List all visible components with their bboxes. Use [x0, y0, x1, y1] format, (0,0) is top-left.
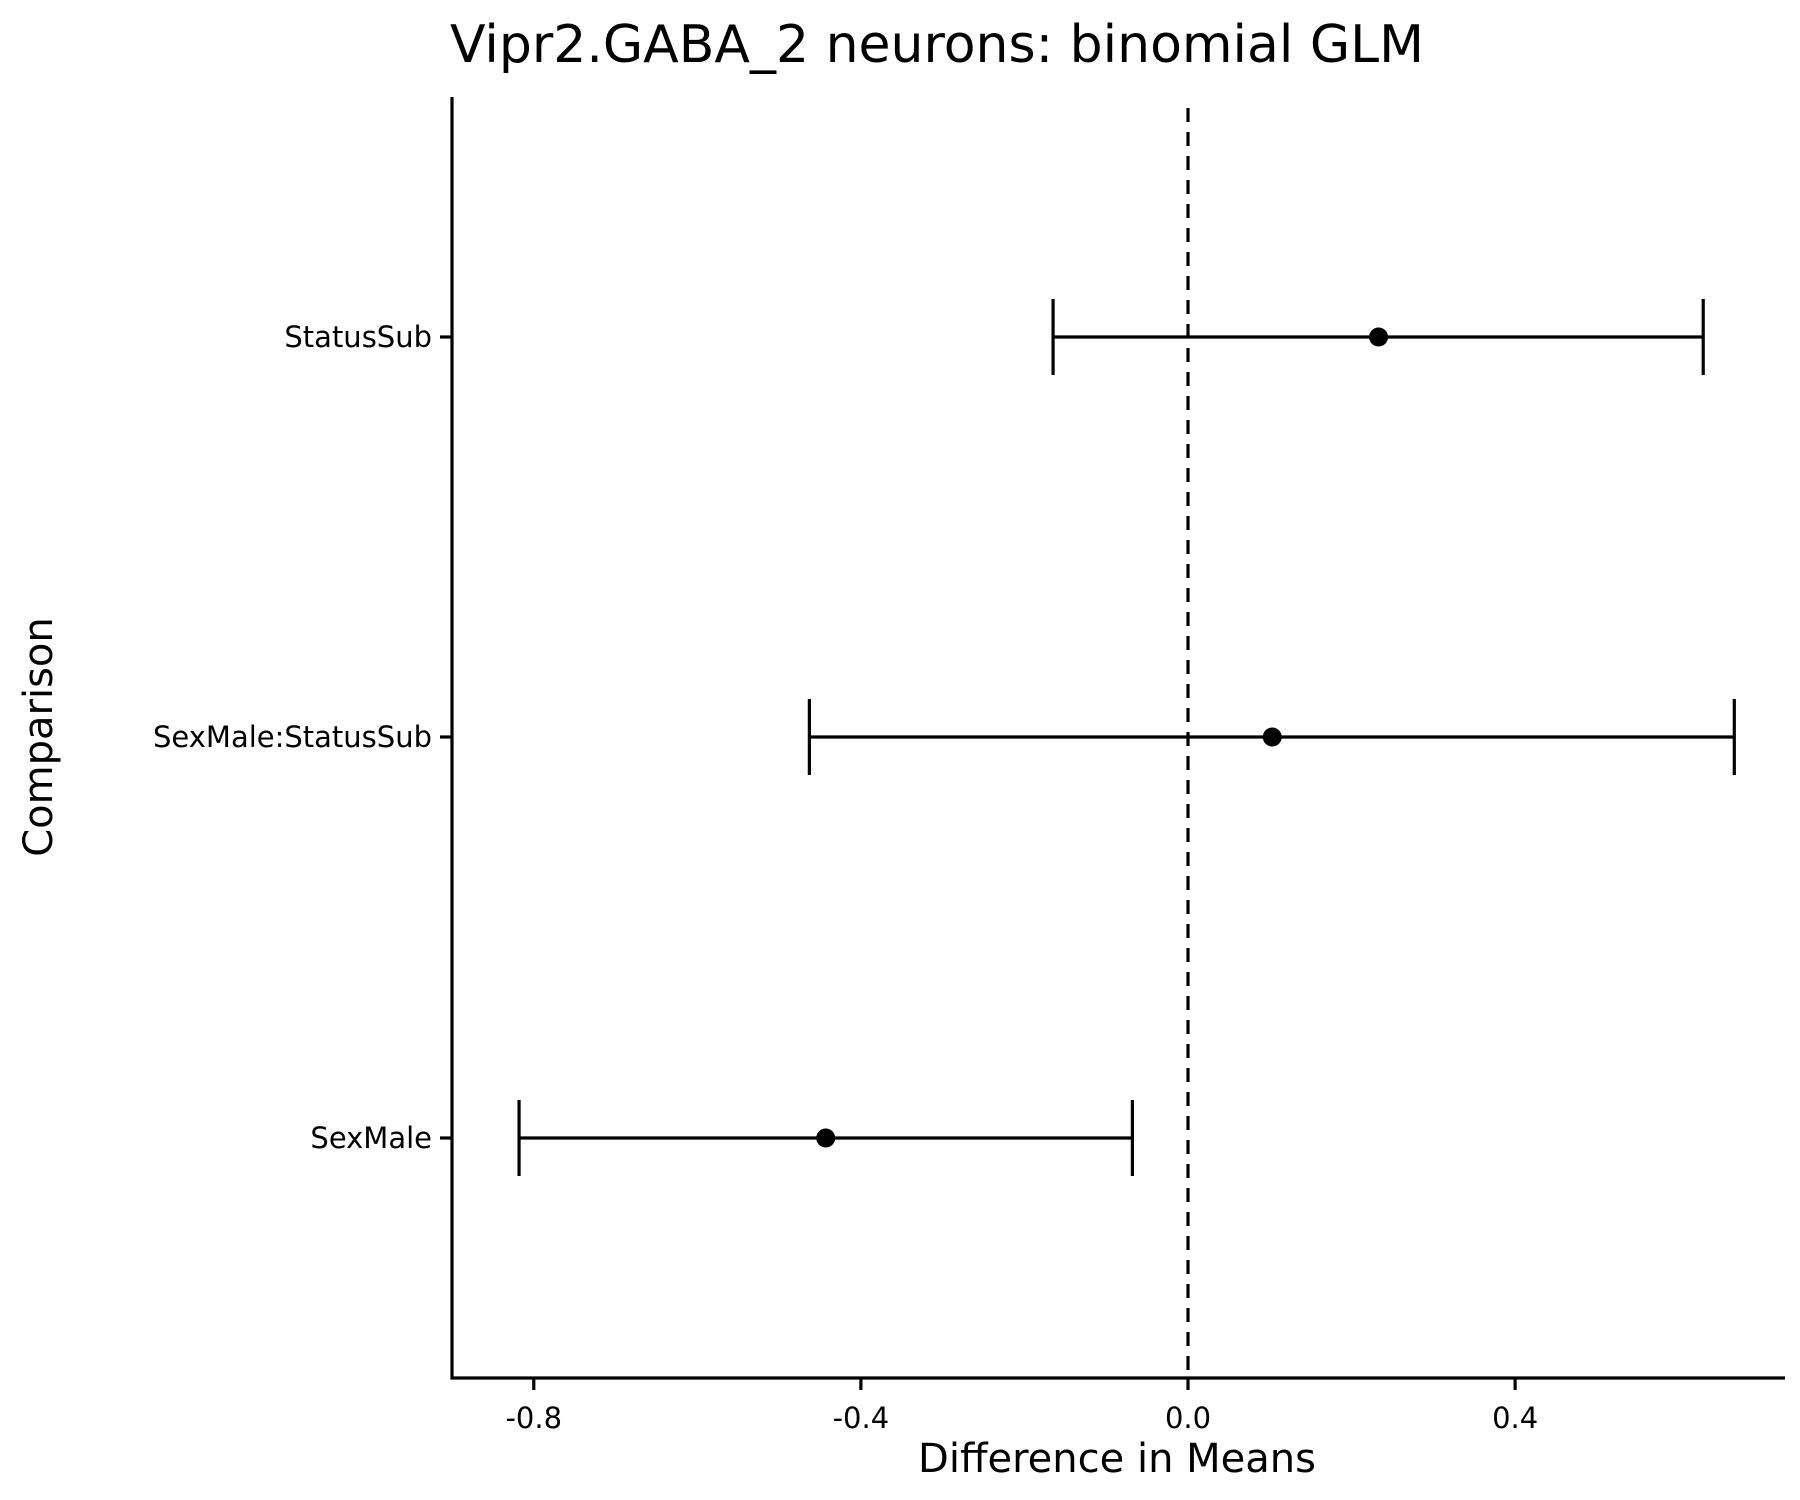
x-tick-label: 0.4: [1492, 1401, 1538, 1435]
x-tick-label: -0.4: [833, 1401, 890, 1435]
y-tick-label: SexMale:StatusSub: [153, 720, 432, 754]
point-estimate: [1262, 727, 1282, 747]
chart-title: Vipr2.GABA_2 neurons: binomial GLM: [450, 15, 1424, 75]
point-estimate: [816, 1128, 836, 1148]
plot-area: -0.8 -0.4 0.0 0.4 StatusSub SexMale:StatusSub…: [153, 97, 1785, 1435]
y-tick-label: SexMale: [310, 1121, 432, 1155]
x-axis-title: Difference in Means: [918, 1436, 1316, 1482]
point-estimate: [1369, 327, 1389, 347]
x-tick-label: 0.0: [1165, 1401, 1211, 1435]
x-tick-label: -0.8: [505, 1401, 562, 1435]
y-tick-label: StatusSub: [284, 320, 432, 354]
y-axis-title: Comparison: [16, 617, 62, 857]
